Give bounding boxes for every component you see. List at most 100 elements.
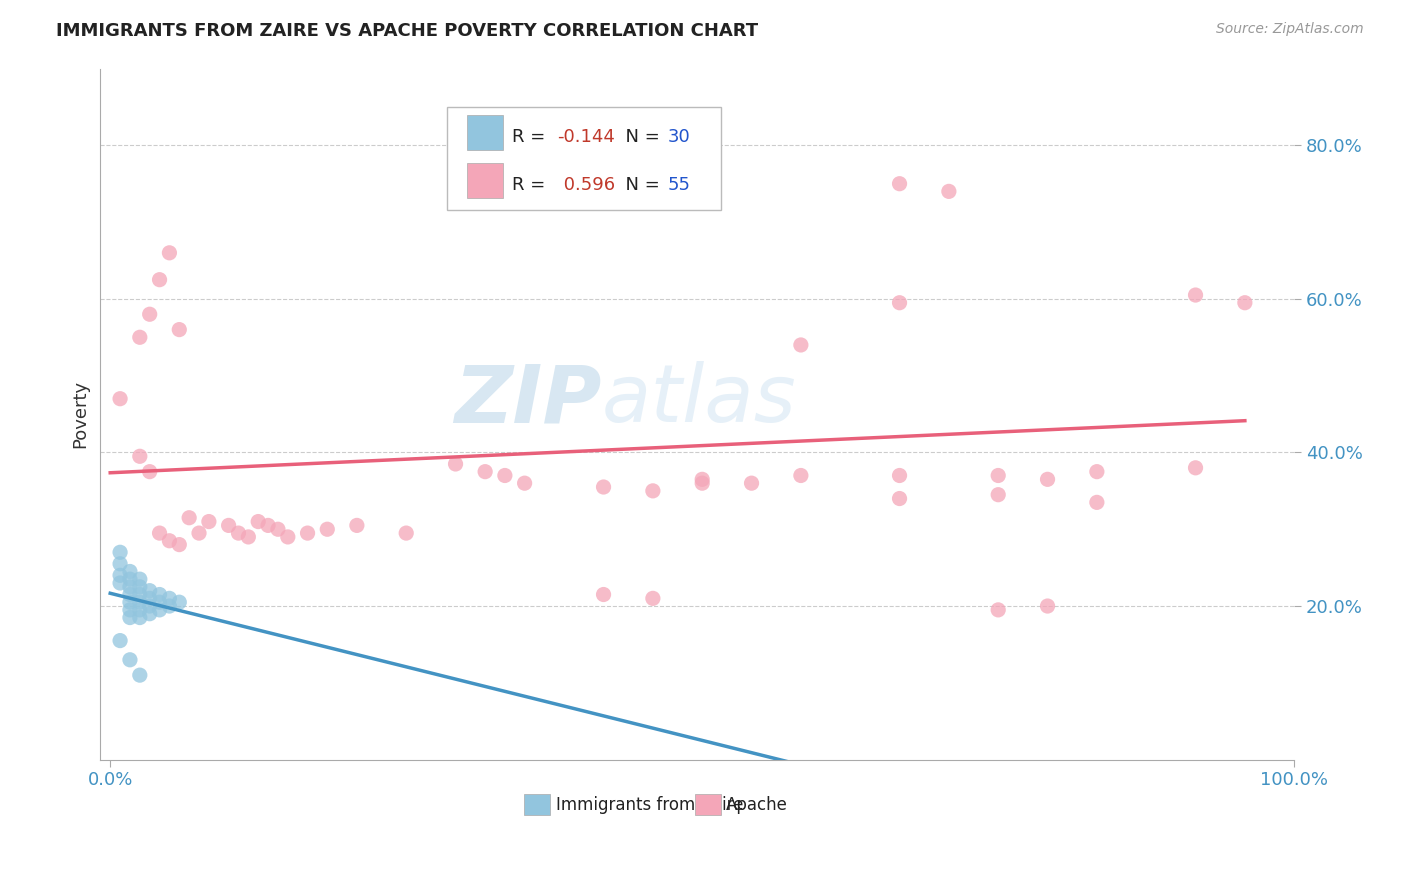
Point [118, 595, 141, 609]
Point [169, 538, 191, 552]
Point [179, 510, 201, 524]
Point [148, 526, 170, 541]
FancyBboxPatch shape [524, 794, 550, 815]
Point [1184, 288, 1206, 302]
Y-axis label: Poverty: Poverty [72, 380, 89, 448]
Point [198, 515, 221, 529]
Point [118, 572, 141, 586]
Point [641, 591, 664, 606]
Point [1085, 465, 1108, 479]
Point [118, 603, 141, 617]
Point [138, 599, 160, 613]
Point [128, 588, 150, 602]
Point [690, 476, 713, 491]
Point [641, 483, 664, 498]
FancyBboxPatch shape [695, 794, 721, 815]
Point [474, 465, 496, 479]
Point [128, 580, 150, 594]
Point [108, 576, 131, 591]
Point [138, 465, 160, 479]
Point [218, 518, 240, 533]
Text: -0.144: -0.144 [558, 128, 616, 146]
Point [592, 480, 614, 494]
Point [257, 518, 280, 533]
Point [148, 595, 170, 609]
Point [938, 185, 960, 199]
Point [1085, 495, 1108, 509]
Point [267, 522, 290, 536]
Point [128, 330, 150, 344]
Point [690, 472, 713, 486]
Point [741, 476, 763, 491]
Point [157, 591, 180, 606]
Point [138, 307, 160, 321]
Text: Source: ZipAtlas.com: Source: ZipAtlas.com [1216, 22, 1364, 37]
Text: Apache: Apache [725, 796, 787, 814]
Point [118, 653, 141, 667]
Point [118, 565, 141, 579]
Point [592, 161, 614, 176]
Point [1233, 295, 1256, 310]
Point [128, 668, 150, 682]
Text: N =: N = [613, 177, 665, 194]
Text: 55: 55 [668, 177, 690, 194]
Point [228, 526, 250, 541]
Point [169, 323, 191, 337]
Point [138, 591, 160, 606]
Point [592, 588, 614, 602]
Point [128, 572, 150, 586]
FancyBboxPatch shape [467, 163, 503, 198]
Point [157, 599, 180, 613]
Point [128, 603, 150, 617]
Point [148, 603, 170, 617]
Point [108, 545, 131, 559]
Point [247, 515, 270, 529]
Point [157, 533, 180, 548]
Point [108, 392, 131, 406]
Text: ZIP: ZIP [454, 361, 602, 439]
Point [108, 568, 131, 582]
Point [138, 583, 160, 598]
Point [987, 603, 1010, 617]
Point [188, 526, 211, 541]
Point [641, 157, 664, 171]
Point [157, 245, 180, 260]
Point [444, 457, 467, 471]
Point [346, 518, 368, 533]
Point [316, 522, 339, 536]
Point [395, 526, 418, 541]
Point [108, 633, 131, 648]
Text: R =: R = [512, 177, 551, 194]
Point [118, 588, 141, 602]
Point [1036, 472, 1059, 486]
Point [148, 588, 170, 602]
Point [169, 595, 191, 609]
Point [987, 468, 1010, 483]
Point [889, 491, 911, 506]
Text: IMMIGRANTS FROM ZAIRE VS APACHE POVERTY CORRELATION CHART: IMMIGRANTS FROM ZAIRE VS APACHE POVERTY … [56, 22, 758, 40]
Point [513, 476, 536, 491]
Point [108, 557, 131, 571]
Point [790, 468, 813, 483]
Point [889, 177, 911, 191]
Point [128, 595, 150, 609]
Point [889, 295, 911, 310]
Text: R =: R = [512, 128, 551, 146]
Point [277, 530, 299, 544]
FancyBboxPatch shape [447, 106, 721, 211]
Point [118, 580, 141, 594]
Point [987, 488, 1010, 502]
Text: 0.596: 0.596 [558, 177, 614, 194]
Point [1184, 460, 1206, 475]
Text: atlas: atlas [602, 361, 797, 439]
Point [128, 450, 150, 464]
Point [889, 468, 911, 483]
Point [128, 610, 150, 624]
FancyBboxPatch shape [467, 115, 503, 150]
Point [1036, 599, 1059, 613]
Text: Immigrants from Zaire: Immigrants from Zaire [557, 796, 744, 814]
Point [297, 526, 319, 541]
Point [790, 338, 813, 352]
Point [138, 607, 160, 621]
Point [118, 610, 141, 624]
